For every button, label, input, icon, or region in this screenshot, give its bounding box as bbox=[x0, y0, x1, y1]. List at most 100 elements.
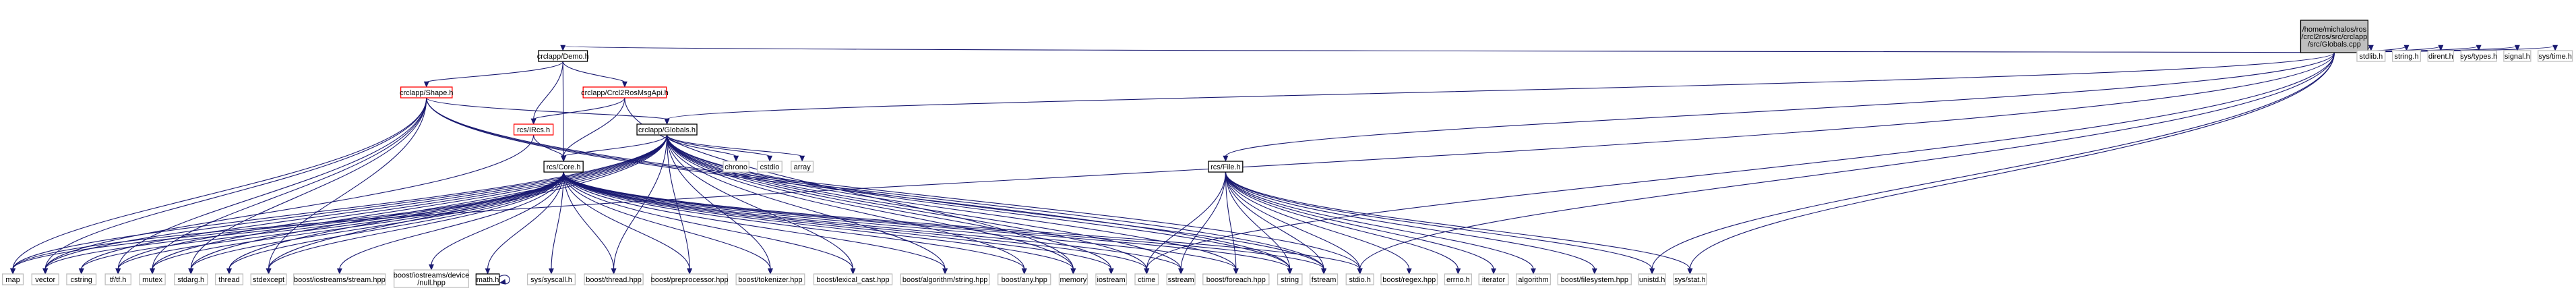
node-box bbox=[174, 273, 208, 285]
edge-line bbox=[666, 134, 1147, 270]
edge-arrowhead bbox=[549, 268, 554, 275]
node-label: boost/tokenizer.hpp bbox=[738, 276, 802, 284]
node-tfh: tf/tf.h bbox=[104, 273, 131, 285]
node-systypes: sys/types.h bbox=[2460, 50, 2497, 62]
edge-line bbox=[268, 97, 427, 270]
node-label: /null.hpp bbox=[417, 279, 446, 287]
edge-arrowhead bbox=[1223, 155, 1229, 162]
node-globals_h[interactable]: crclapp/Globals.h bbox=[636, 123, 698, 136]
edge-file-to-iterator bbox=[1225, 171, 1496, 275]
node-label: crclapp/Globals.h bbox=[638, 126, 696, 134]
edge-line bbox=[44, 171, 564, 270]
node-box[interactable] bbox=[400, 86, 453, 99]
node-core[interactable]: rcs/Core.h bbox=[543, 161, 584, 173]
edge-line bbox=[563, 171, 615, 270]
node-string: string bbox=[1277, 273, 1303, 285]
node-label: rcs/IRcs.h bbox=[517, 126, 550, 134]
edge-crclmsg-to-ircs bbox=[530, 97, 625, 125]
node-math[interactable]: math.h bbox=[475, 273, 500, 285]
edge-line bbox=[117, 134, 668, 270]
node-box bbox=[2356, 50, 2386, 62]
node-box bbox=[104, 273, 131, 285]
node-box[interactable] bbox=[475, 273, 500, 285]
node-label: chrono bbox=[725, 163, 747, 171]
edge-line bbox=[1225, 171, 1361, 270]
edge-line bbox=[666, 134, 1025, 270]
node-iterator: iterator bbox=[1478, 273, 1509, 285]
edge-line bbox=[190, 171, 564, 270]
edge-line bbox=[666, 134, 1182, 270]
edge-arrowhead bbox=[1455, 268, 1461, 275]
node-box bbox=[293, 273, 386, 285]
node-demo[interactable]: crclapp/Demo.h bbox=[537, 50, 589, 62]
node-box[interactable] bbox=[2300, 20, 2368, 53]
node-stdexcept: stdexcept bbox=[250, 273, 287, 285]
edge-arrowhead bbox=[767, 155, 773, 162]
edge-arrowhead bbox=[1406, 268, 1412, 275]
node-crclmsg[interactable]: crclapp/Crcl2RosMsgApi.h bbox=[581, 86, 669, 99]
node-bfs: boost/filesystem.hpp bbox=[1557, 273, 1632, 285]
node-systime: sys/time.h bbox=[2538, 50, 2573, 62]
edge-line bbox=[666, 134, 1324, 270]
node-bany: boost/any.hpp bbox=[998, 273, 1051, 285]
edge-shape-to-globals_h bbox=[426, 97, 670, 125]
edge-math-to-math bbox=[499, 275, 510, 285]
node-cstring: cstring bbox=[66, 273, 97, 285]
edge-line bbox=[666, 134, 690, 270]
node-shape[interactable]: crclapp/Shape.h bbox=[400, 86, 454, 99]
node-label: memory bbox=[1060, 276, 1086, 284]
node-label: /src/Globals.cpp bbox=[2308, 40, 2361, 49]
node-root[interactable]: /home/michalos/ros/crcl2ros/src/crclapp/… bbox=[2300, 20, 2368, 53]
node-box[interactable] bbox=[513, 123, 554, 136]
edge-line bbox=[613, 134, 668, 270]
node-box bbox=[2427, 50, 2455, 62]
node-label: ctime bbox=[1138, 276, 1155, 284]
node-box[interactable] bbox=[543, 161, 584, 173]
node-box[interactable] bbox=[1208, 161, 1244, 173]
node-label: stdlib.h bbox=[2359, 53, 2383, 61]
node-label: signal.h bbox=[2505, 53, 2530, 61]
edge-file-to-ctime bbox=[1144, 171, 1226, 275]
node-iostream: iostream bbox=[1095, 273, 1127, 285]
node-bpre: boost/preprocessor.hpp bbox=[651, 273, 729, 285]
node-box bbox=[651, 273, 729, 285]
edge-demo-to-ircs bbox=[530, 61, 563, 125]
edge-core-to-bthread bbox=[563, 171, 617, 275]
node-box bbox=[735, 273, 805, 285]
edge-shape-to-map bbox=[10, 97, 427, 275]
node-box bbox=[1166, 273, 1196, 285]
edge-line bbox=[533, 134, 564, 157]
node-box[interactable] bbox=[538, 50, 588, 62]
edge-arrowhead bbox=[2514, 45, 2520, 51]
edge-line bbox=[666, 134, 946, 270]
edge-core-to-thread bbox=[226, 171, 564, 275]
edge-root-to-stdioh bbox=[1357, 52, 2335, 275]
node-sysstat: sys/stat.h bbox=[1673, 273, 1707, 285]
node-ircs[interactable]: rcs/IRcs.h bbox=[513, 123, 554, 136]
edge-arrowhead bbox=[1287, 268, 1293, 275]
node-box bbox=[2391, 50, 2422, 62]
node-box[interactable] bbox=[582, 86, 667, 99]
edge-file-to-fstream bbox=[1225, 171, 1327, 275]
edge-line bbox=[563, 171, 1324, 270]
node-label: /crcl2ros/src/crclapp bbox=[2302, 33, 2368, 41]
node-label: sys/time.h bbox=[2538, 53, 2572, 61]
edge-line bbox=[563, 171, 1291, 270]
edge-line bbox=[563, 171, 1361, 270]
node-label: math.h bbox=[477, 276, 499, 284]
node-box[interactable] bbox=[636, 123, 698, 136]
node-label: boost/foreach.hpp bbox=[1206, 276, 1266, 284]
edge-line bbox=[551, 171, 564, 270]
edge-line bbox=[152, 97, 427, 270]
node-sstream: sstream bbox=[1166, 273, 1196, 285]
edge-line bbox=[190, 97, 427, 270]
node-label: cstring bbox=[71, 276, 92, 284]
node-label: mutex bbox=[142, 276, 162, 284]
node-box bbox=[526, 273, 576, 285]
node-label: iterator bbox=[1482, 276, 1506, 284]
node-memory: memory bbox=[1058, 273, 1088, 285]
node-file[interactable]: rcs/File.h bbox=[1208, 161, 1244, 173]
node-label: sys/stat.h bbox=[1674, 276, 1705, 284]
edge-core-to-vector bbox=[42, 171, 564, 275]
node-box bbox=[393, 269, 470, 288]
